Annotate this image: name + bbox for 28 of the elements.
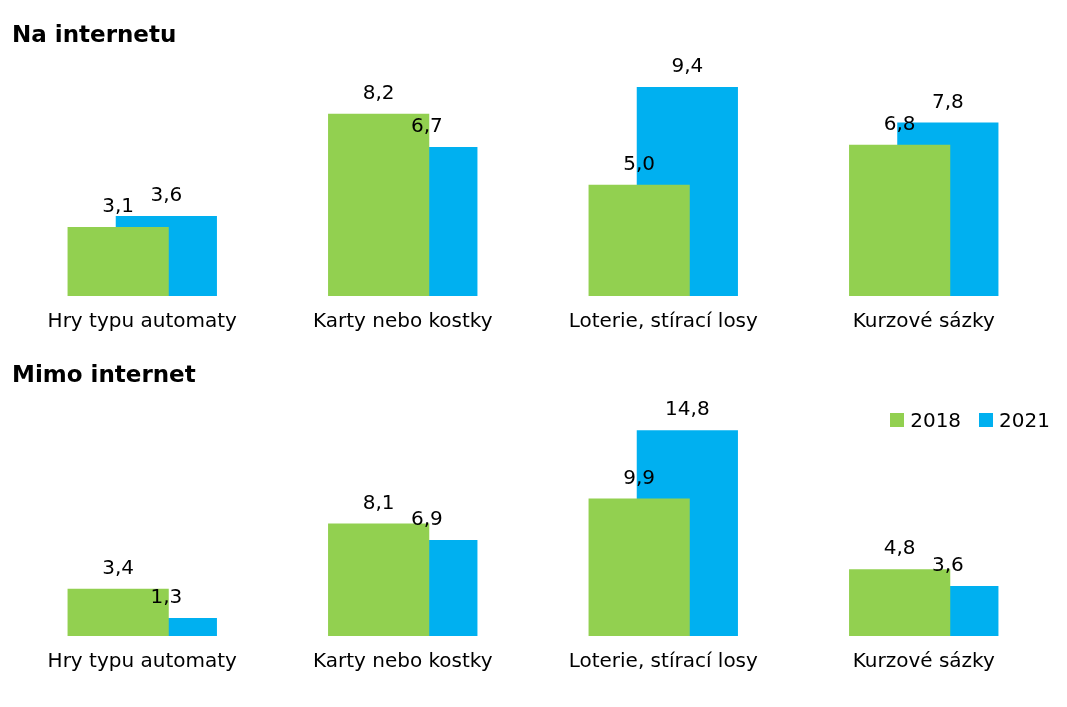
data-label: 9,4 [671, 53, 704, 78]
legend-label: 2018 [910, 408, 962, 432]
legend-label: 2021 [999, 408, 1050, 432]
x-tick-label: Loterie, stírací losy [568, 308, 759, 333]
data-label: 3,6 [150, 182, 183, 207]
data-label: 3,1 [102, 193, 135, 218]
data-label: 6,8 [883, 110, 916, 135]
bar [588, 184, 690, 296]
bar [849, 144, 951, 296]
data-label: 7,8 [931, 88, 964, 113]
bar [67, 227, 169, 296]
data-label: 6,9 [410, 506, 443, 531]
x-tick-label: Karty nebo kostky [312, 648, 493, 673]
data-label: 3,4 [102, 554, 135, 579]
data-label: 14,8 [665, 396, 710, 421]
data-label: 8,1 [362, 489, 395, 514]
x-tick-label: Loterie, stírací losy [568, 648, 759, 673]
x-tick-label: Karty nebo kostky [312, 308, 493, 333]
x-tick-label: Kurzové sázky [852, 648, 995, 673]
data-label: 8,2 [362, 79, 395, 104]
x-tick-label: Kurzové sázky [852, 308, 995, 333]
data-label: 4,8 [883, 535, 916, 560]
chart-title: Na internetu [12, 20, 177, 47]
x-tick-label: Hry typu automaty [47, 648, 238, 673]
x-tick-label: Hry typu automaty [47, 308, 238, 333]
chart-title: Mimo internet [12, 360, 196, 387]
bar [588, 498, 690, 636]
data-label: 3,6 [931, 552, 964, 577]
